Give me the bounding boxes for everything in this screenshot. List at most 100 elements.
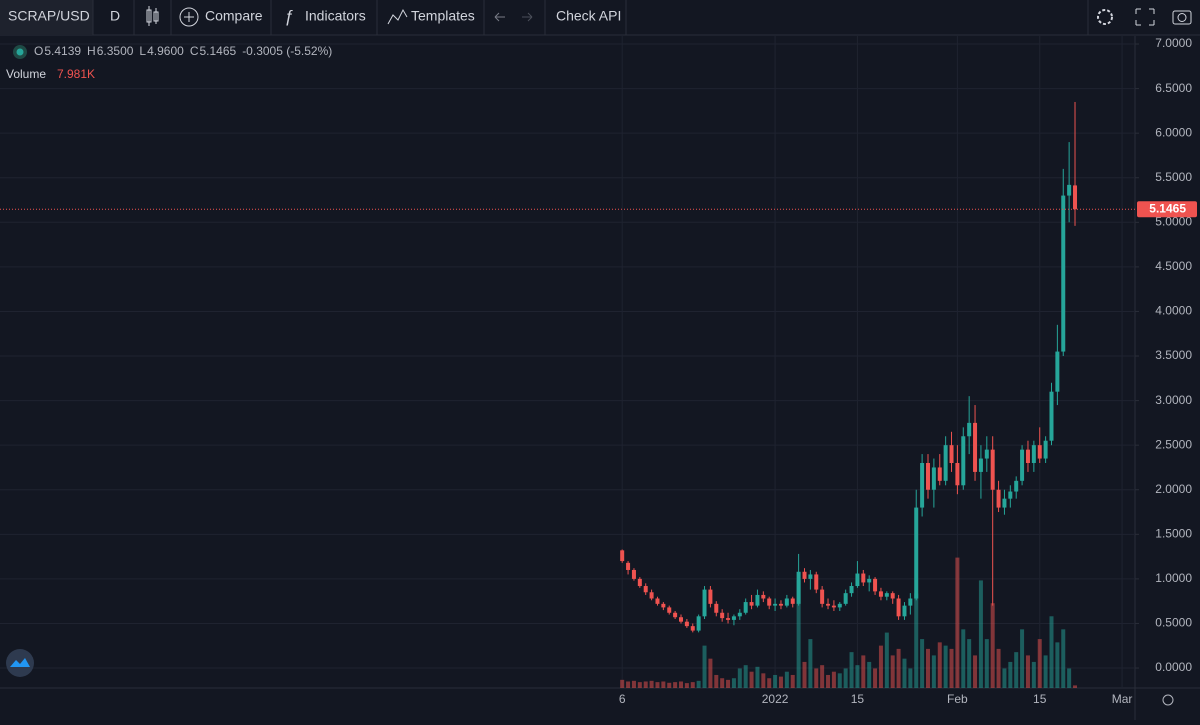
volume-bar: [814, 668, 819, 688]
volume-bar: [925, 648, 930, 688]
candle-body: [761, 594, 766, 599]
volume-bar: [667, 682, 672, 688]
volume-bar: [790, 674, 795, 688]
candle-body: [937, 467, 942, 481]
y-tick-label: 0.5000: [1155, 616, 1192, 630]
candle-body: [620, 550, 625, 562]
fullscreen-icon[interactable]: [1135, 8, 1155, 26]
candle-body: [978, 458, 983, 472]
candle-body: [914, 507, 919, 599]
chart-style-icon[interactable]: [146, 6, 159, 26]
legend-value: 5.1465: [199, 44, 236, 58]
grid: [0, 36, 1135, 688]
volume-bar: [726, 679, 731, 688]
templates-button[interactable]: Templates: [411, 8, 475, 24]
candle-body: [743, 602, 748, 613]
volume-bar: [843, 668, 848, 688]
candle-body: [720, 612, 725, 619]
axis-settings-icon[interactable]: [1162, 694, 1174, 706]
templates-icon[interactable]: [387, 8, 408, 25]
compare-plus: [184, 12, 194, 22]
indicators-icon[interactable]: ƒ: [284, 6, 293, 25]
volume-bar: [1055, 642, 1060, 688]
volume-bar: [902, 658, 907, 688]
interval[interactable]: D: [110, 8, 120, 24]
settings-icon[interactable]: [1097, 9, 1113, 25]
volume-bar: [937, 642, 942, 688]
candle-body: [749, 602, 754, 606]
candle-body: [984, 449, 989, 459]
volume-bar: [1049, 616, 1054, 688]
volume-bar: [690, 682, 695, 688]
y-tick-label: 3.0000: [1155, 393, 1192, 407]
volume-bar: [1067, 668, 1072, 688]
x-tick-label: 15: [1033, 692, 1047, 706]
volume-bar: [849, 652, 854, 688]
check-api-button[interactable]: Check API: [556, 8, 621, 24]
candle-body: [714, 603, 719, 613]
volume-bar: [679, 681, 683, 688]
y-tick-label: 6.5000: [1155, 81, 1192, 95]
candle-body: [955, 463, 960, 486]
candle-body: [637, 578, 642, 587]
volume-bar: [802, 661, 807, 688]
volume-bar: [861, 655, 866, 688]
candle-body: [702, 589, 707, 617]
y-tick-label: 6.0000: [1155, 125, 1192, 139]
candle-body: [1002, 498, 1007, 508]
redo-icon[interactable]: [522, 12, 533, 22]
volume-bar: [896, 648, 901, 688]
toolbar-bg: [0, 0, 1200, 35]
legend-change: -0.3005 (-5.52%): [242, 44, 332, 58]
volume-bar: [784, 671, 789, 688]
volume-bar: [696, 680, 701, 688]
volume-bar: [990, 603, 995, 688]
volume-bar: [749, 671, 754, 688]
volume-bar: [996, 648, 1001, 688]
legend-label: L: [139, 44, 146, 58]
volume-bar: [708, 658, 713, 688]
volume-bar: [831, 671, 836, 688]
symbol[interactable]: SCRAP/USD: [8, 8, 90, 24]
volume-legend-label: Volume: [6, 67, 46, 81]
candle-body: [731, 616, 736, 620]
volume-bar: [878, 645, 883, 688]
y-tick-label: 5.5000: [1155, 170, 1192, 184]
logo: [10, 658, 30, 667]
legend-value: 5.4139: [44, 44, 81, 58]
volume-bar: [973, 655, 978, 688]
logo-button[interactable]: [6, 649, 34, 677]
y-tick-label: 3.5000: [1155, 348, 1192, 362]
candle-body: [655, 598, 660, 604]
legend: Volume 7.981K O 5.4139 H 6.3500 L 4.9600 C 5.14…: [6, 44, 332, 81]
indicators-button[interactable]: Indicators: [305, 8, 366, 24]
candle-body: [1037, 445, 1042, 459]
screenshot-icon[interactable]: [1172, 10, 1192, 25]
volume-bar: [943, 645, 948, 688]
candle-body: [837, 603, 842, 608]
candle-body: [667, 607, 672, 613]
y-tick-label: 4.5000: [1155, 259, 1192, 273]
candle-body: [631, 569, 636, 579]
compare-icon[interactable]: [179, 7, 199, 27]
candle-body: [943, 445, 948, 481]
candle-body: [1043, 440, 1048, 459]
undo-icon[interactable]: [494, 12, 505, 22]
volume-bar: [884, 632, 889, 688]
symbol-box[interactable]: [0, 0, 93, 35]
candle-body: [1008, 491, 1013, 499]
legend-label: H: [87, 44, 96, 58]
candle-body: [1067, 184, 1072, 196]
volume-bar: [737, 668, 742, 688]
candle-body: [696, 616, 701, 631]
volume-bar: [837, 673, 842, 688]
volume-bar: [1020, 629, 1025, 688]
candle-body: [990, 449, 995, 490]
candle-body: [996, 489, 1001, 508]
volume-bar: [920, 639, 925, 688]
compare-button[interactable]: Compare: [205, 8, 263, 24]
candle-body: [649, 592, 654, 599]
candle-body: [890, 593, 895, 599]
volume-bar: [626, 681, 631, 688]
